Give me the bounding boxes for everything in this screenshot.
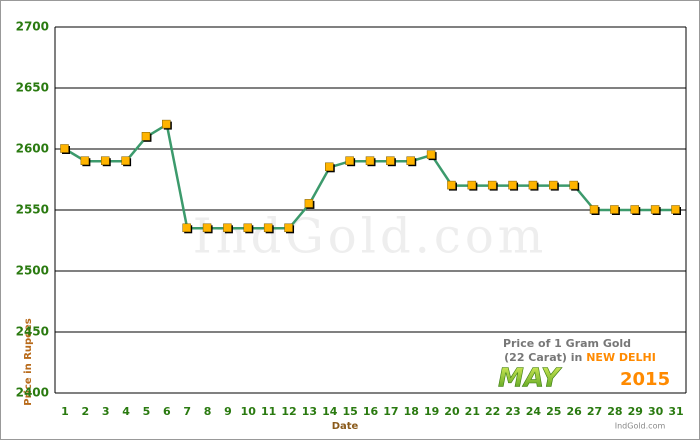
y-tick-label: 2700: [16, 20, 49, 34]
marker: [528, 180, 538, 190]
x-tick-label: 9: [224, 405, 232, 418]
marker: [284, 223, 293, 233]
marker: [202, 223, 212, 233]
marker: [345, 156, 354, 165]
marker: [263, 223, 273, 233]
x-tick-label: 14: [322, 405, 338, 418]
x-tick-label: 26: [567, 405, 583, 418]
y-tick-label: 2600: [16, 142, 49, 156]
annotation-source: IndGold.com: [615, 422, 666, 431]
annotation-carat: (22 Carat) in: [504, 351, 582, 364]
marker: [630, 205, 640, 214]
annotation-year: 2015: [620, 369, 670, 390]
marker: [304, 199, 314, 208]
annotation-line2: (22 Carat) in NEW DELHI: [504, 351, 656, 364]
x-tick-label: 16: [363, 405, 379, 418]
marker: [671, 205, 680, 214]
x-tick-label: 4: [122, 405, 130, 418]
x-tick-label: 20: [444, 405, 460, 418]
marker: [60, 144, 69, 153]
x-tick-label: 29: [628, 405, 643, 418]
marker: [650, 205, 660, 214]
marker: [508, 180, 517, 190]
marker: [386, 156, 395, 165]
marker: [80, 156, 90, 165]
marker: [549, 180, 558, 190]
marker: [467, 180, 477, 190]
x-tick-label: 13: [302, 405, 317, 418]
x-tick-label: 15: [342, 405, 357, 418]
y-axis-label: Price in Rupees: [23, 318, 34, 405]
marker: [141, 132, 151, 141]
marker: [487, 180, 497, 190]
x-tick-label: 19: [424, 405, 439, 418]
annotation-city: NEW DELHI: [586, 351, 656, 364]
x-tick-label: 21: [465, 405, 480, 418]
x-tick-label: 18: [404, 405, 419, 418]
x-tick-label: 10: [241, 405, 257, 418]
marker: [610, 205, 619, 214]
watermark: IndGold.com: [193, 209, 547, 265]
y-tick-label: 2400: [16, 386, 49, 400]
marker: [447, 180, 456, 190]
x-tick-label: 12: [281, 405, 296, 418]
y-tick-label: 2550: [16, 203, 49, 217]
x-tick-label: 31: [668, 405, 683, 418]
marker: [121, 156, 130, 165]
x-tick-label: 1: [61, 405, 69, 418]
annotation-box: Price of 1 Gram Gold (22 Carat) in NEW D…: [498, 337, 670, 431]
x-tick-label: 27: [587, 405, 602, 418]
x-tick-label: 5: [143, 405, 151, 418]
marker: [569, 180, 578, 190]
x-tick-label: 8: [204, 405, 212, 418]
x-tick-label: 25: [546, 405, 561, 418]
x-tick-label: 22: [485, 405, 500, 418]
marker: [426, 150, 436, 159]
marker: [243, 223, 253, 233]
x-tick-label: 23: [505, 405, 520, 418]
y-tick-label: 2650: [16, 81, 49, 95]
x-tick-label: 11: [261, 405, 276, 418]
marker: [182, 223, 191, 233]
y-tick-label: 2500: [16, 264, 49, 278]
y-tick-label: 2450: [16, 325, 49, 339]
marker: [589, 205, 599, 214]
marker: [325, 162, 334, 172]
marker: [365, 156, 375, 165]
x-tick-label: 3: [102, 405, 110, 418]
x-tick-label: 17: [383, 405, 398, 418]
annotation-month: MAY: [498, 364, 563, 394]
marker: [406, 156, 415, 165]
x-tick-label: 30: [648, 405, 664, 418]
annotation-line1: Price of 1 Gram Gold: [503, 337, 631, 350]
x-tick-label: 24: [526, 405, 542, 418]
marker: [162, 119, 171, 129]
x-axis-label: Date: [332, 421, 359, 432]
x-tick-label: 2: [82, 405, 90, 418]
x-tick-label: 7: [183, 405, 191, 418]
x-tick-label: 28: [607, 405, 622, 418]
x-tick-label: 6: [163, 405, 171, 418]
marker: [100, 156, 110, 165]
marker: [223, 223, 232, 233]
